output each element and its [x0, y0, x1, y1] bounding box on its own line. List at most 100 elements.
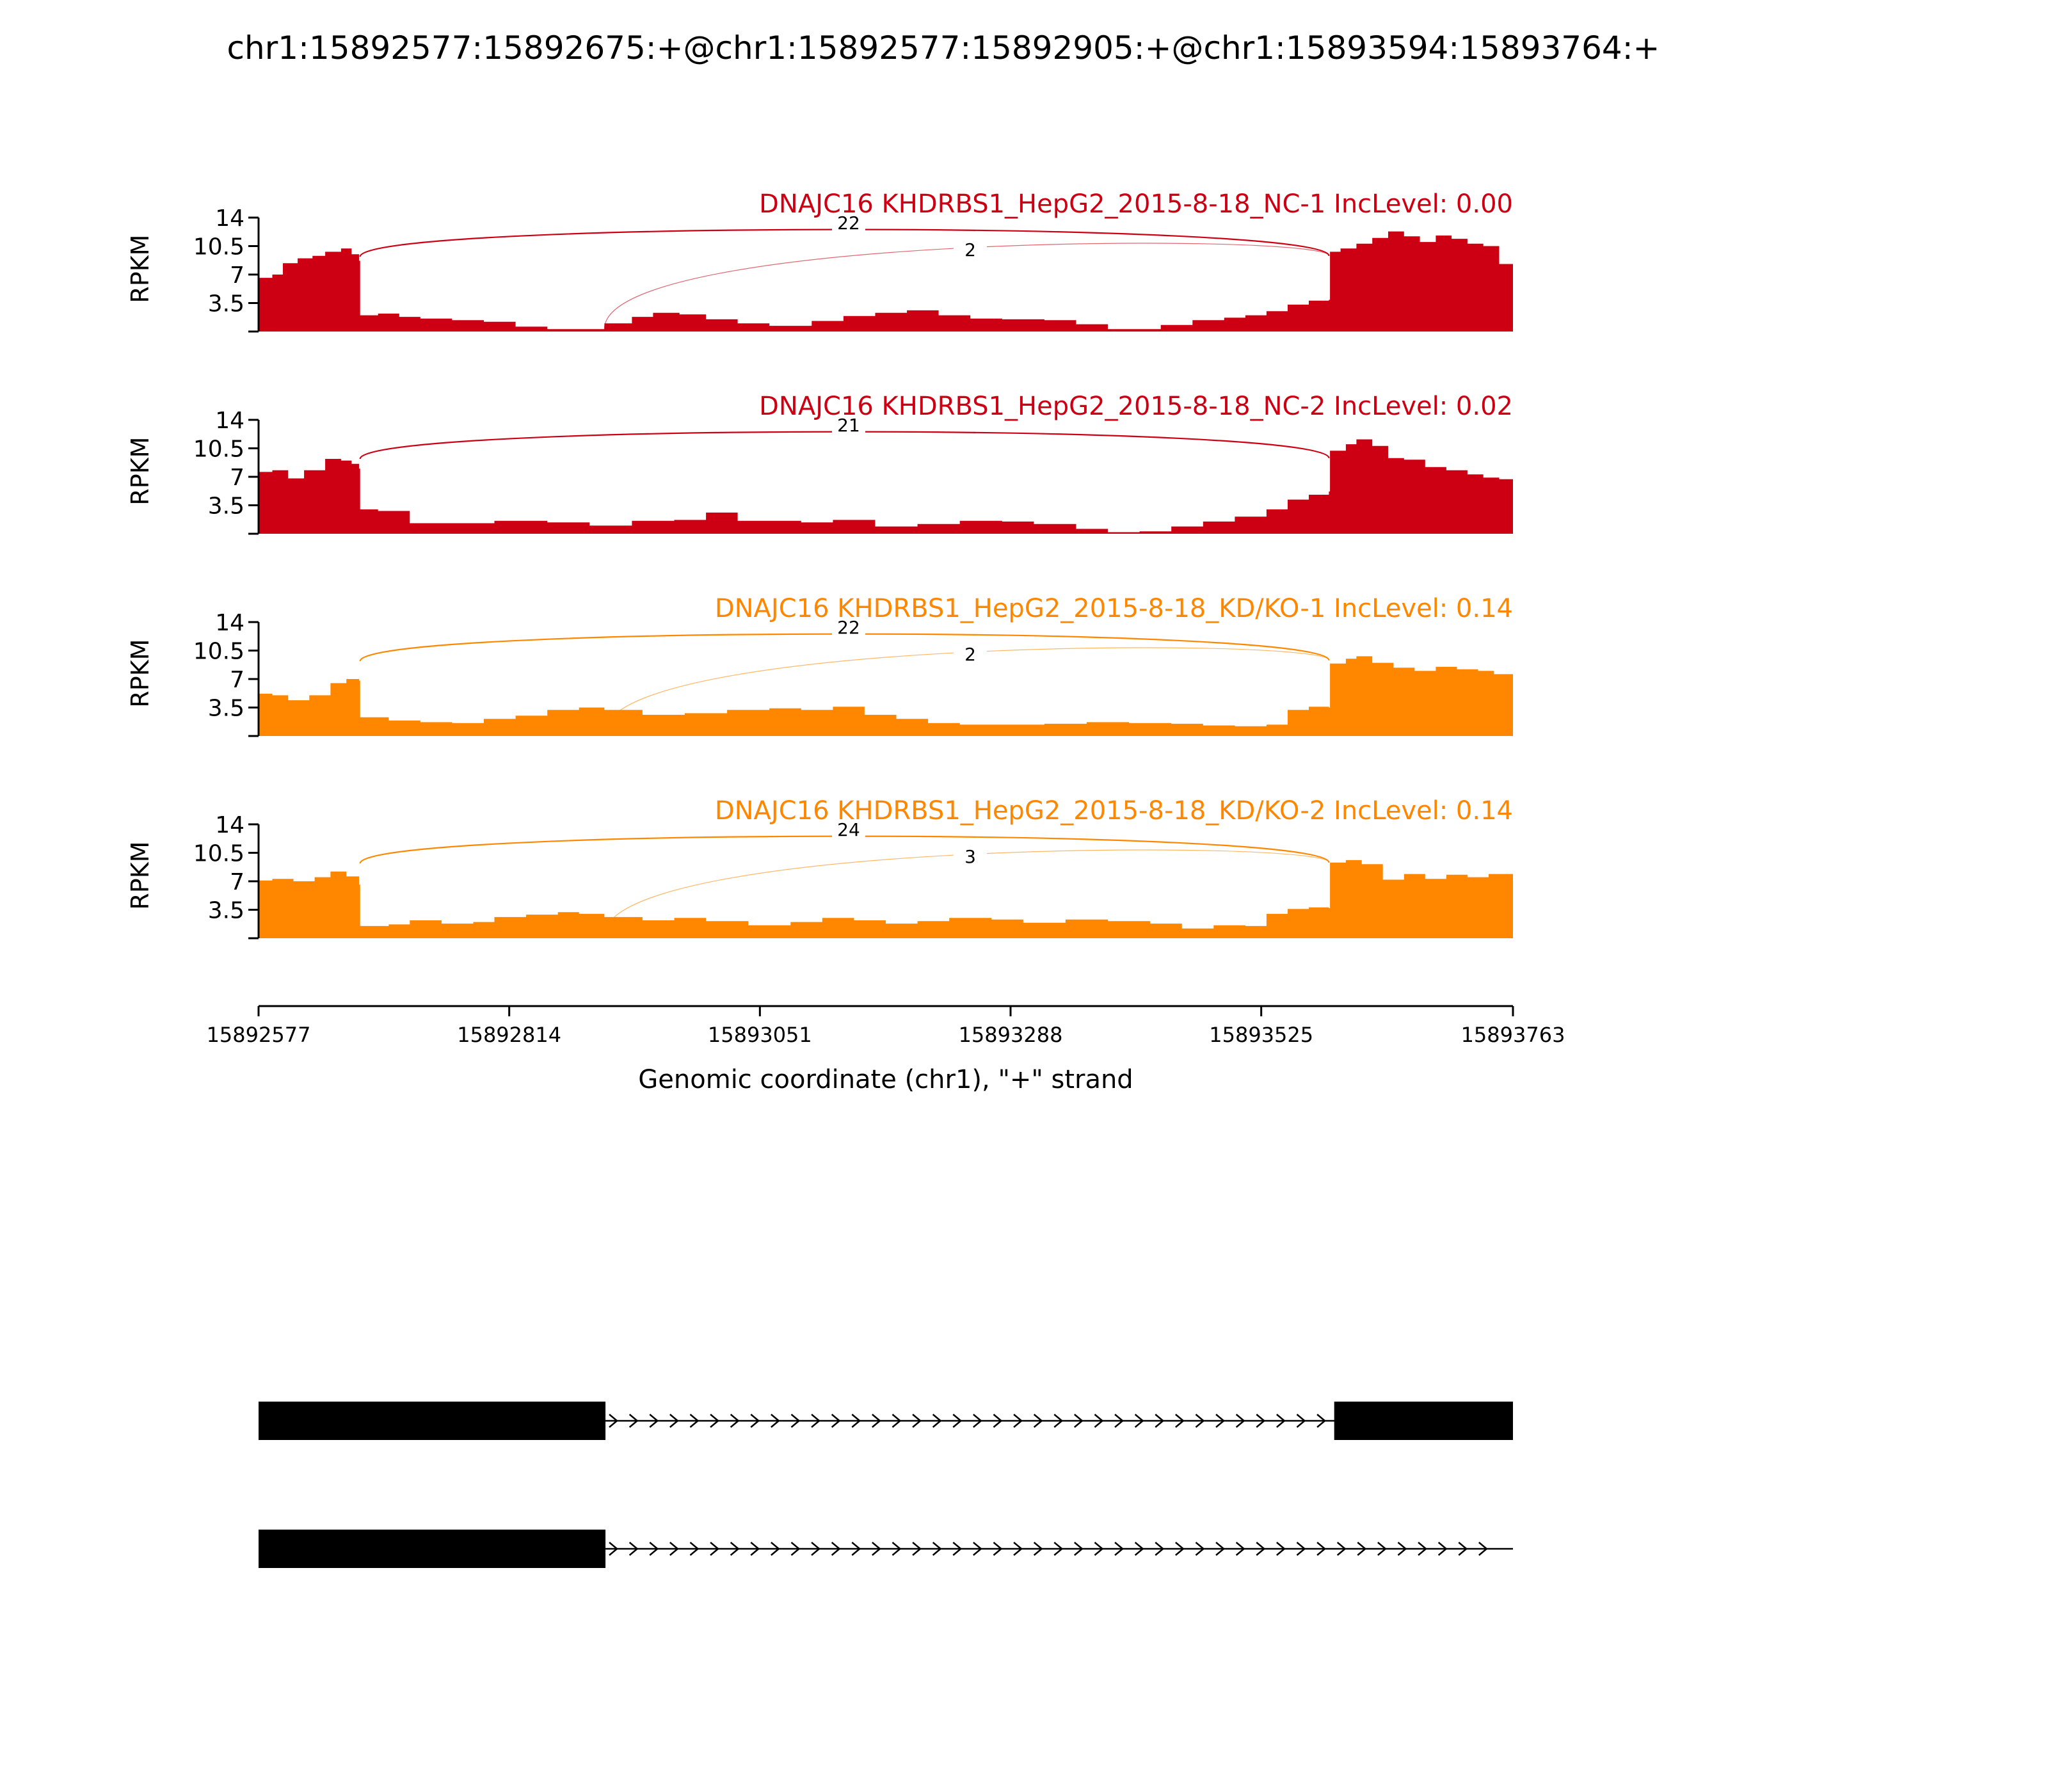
y-tick-label: 3.5 — [208, 291, 244, 317]
strand-arrow — [1053, 1542, 1064, 1556]
y-tick-label: 7 — [230, 465, 244, 491]
track-label: DNAJC16 KHDRBS1_HepG2_2015-8-18_NC-1 Inc… — [759, 189, 1513, 219]
strand-arrow — [831, 1542, 841, 1556]
strand-arrow — [973, 1414, 982, 1428]
y-tick-label: 10.5 — [193, 436, 244, 463]
strand-arrow — [1134, 1542, 1144, 1556]
x-axis: 15892577 15892814 15893051 15893288 15893525… — [207, 1005, 1565, 1047]
strand-arrow — [1175, 1414, 1185, 1428]
y-axis-label: RPKM — [126, 235, 154, 303]
strand-arrow — [811, 1542, 821, 1556]
strand-arrow — [831, 1414, 841, 1428]
strand-arrow — [1215, 1542, 1226, 1556]
strand-arrow — [1074, 1414, 1084, 1428]
strand-arrow — [912, 1414, 922, 1428]
track-label: DNAJC16 KHDRBS1_HepG2_2015-8-18_NC-2 Inc… — [759, 392, 1513, 421]
junction-label-bg — [832, 618, 865, 637]
strand-arrow — [790, 1542, 801, 1556]
y-tick-label: 3.5 — [208, 898, 244, 924]
strand-arrow — [872, 1414, 881, 1428]
junction-count: 2 — [964, 239, 976, 260]
y-tick-label: 14 — [215, 205, 244, 232]
strand-arrow — [1316, 1542, 1327, 1556]
strand-arrow — [609, 1414, 619, 1428]
x-tick-label: 15892577 — [207, 1023, 311, 1047]
strand-arrow — [1215, 1414, 1226, 1428]
strand-arrow — [771, 1542, 780, 1556]
strand-arrow — [771, 1414, 780, 1428]
strand-arrow — [1296, 1542, 1306, 1556]
y-axis-label: RPKM — [126, 842, 154, 910]
y-tick-label: 3.5 — [208, 493, 244, 520]
y-tick-label: 10.5 — [193, 234, 244, 260]
strand-arrow — [1053, 1414, 1064, 1428]
strand-arrow — [973, 1542, 982, 1556]
strand-arrow — [1094, 1414, 1104, 1428]
strand-arrow — [1397, 1542, 1407, 1556]
strand-arrow — [1377, 1542, 1387, 1556]
x-axis-label: Genomic coordinate (chr1), "+" strand — [638, 1065, 1133, 1094]
y-tick-label: 7 — [230, 262, 244, 289]
strand-arrow — [649, 1542, 659, 1556]
strand-arrow — [730, 1542, 740, 1556]
strand-arrow — [689, 1414, 700, 1428]
strand-arrow — [1094, 1542, 1104, 1556]
strand-arrow — [1155, 1542, 1165, 1556]
strand-arrow — [1033, 1542, 1043, 1556]
coverage-area — [259, 439, 1513, 534]
strand-arrow — [932, 1542, 942, 1556]
strand-arrow — [1074, 1542, 1084, 1556]
strand-arrow — [1256, 1414, 1266, 1428]
x-tick-label: 15893763 — [1461, 1023, 1565, 1047]
strand-arrow — [1114, 1542, 1124, 1556]
strand-arrow — [811, 1414, 821, 1428]
x-tick-label: 15893288 — [959, 1023, 1063, 1047]
y-tick-label: 7 — [230, 667, 244, 693]
exon-block — [259, 1530, 606, 1568]
strand-arrow — [912, 1542, 922, 1556]
strand-arrow — [1195, 1542, 1205, 1556]
strand-arrow — [1033, 1414, 1043, 1428]
strand-arrow — [1316, 1414, 1327, 1428]
junction-count: 24 — [837, 819, 860, 840]
strand-arrow — [669, 1414, 679, 1428]
strand-arrow — [730, 1414, 740, 1428]
strand-arrow — [609, 1542, 619, 1556]
strand-arrow — [932, 1414, 942, 1428]
strand-arrow — [710, 1542, 720, 1556]
chart-title: chr1:15892577:15892675:+@chr1:15892577:1… — [227, 29, 1660, 67]
y-axis-label: RPKM — [126, 639, 154, 708]
strand-arrow — [952, 1542, 963, 1556]
coverage-area — [259, 860, 1513, 938]
strand-arrow — [872, 1542, 881, 1556]
strand-arrow — [1418, 1542, 1428, 1556]
strand-arrow — [790, 1414, 801, 1428]
strand-arrow — [1195, 1414, 1205, 1428]
y-tick-label: 14 — [215, 812, 244, 838]
strand-arrow — [1478, 1542, 1488, 1556]
strand-arrow — [710, 1414, 720, 1428]
junction-count: 22 — [837, 212, 860, 234]
strand-arrow — [628, 1542, 639, 1556]
junction-label-bg — [832, 416, 865, 435]
strand-arrow — [851, 1414, 861, 1428]
x-tick-label: 15892814 — [457, 1023, 561, 1047]
strand-arrow — [1013, 1414, 1023, 1428]
junction-label-bg — [954, 241, 987, 260]
junction-count: 22 — [837, 617, 860, 638]
strand-arrow — [689, 1542, 700, 1556]
strand-arrow — [1437, 1542, 1448, 1556]
x-tick-label: 15893525 — [1209, 1023, 1313, 1047]
coverage-area — [259, 231, 1513, 332]
y-tick-label: 10.5 — [193, 841, 244, 867]
strand-arrow — [1276, 1414, 1286, 1428]
strand-arrow — [1235, 1542, 1245, 1556]
junction-label-bg — [832, 820, 865, 840]
junction-label-bg — [954, 847, 987, 867]
y-tick-label: 7 — [230, 869, 244, 895]
